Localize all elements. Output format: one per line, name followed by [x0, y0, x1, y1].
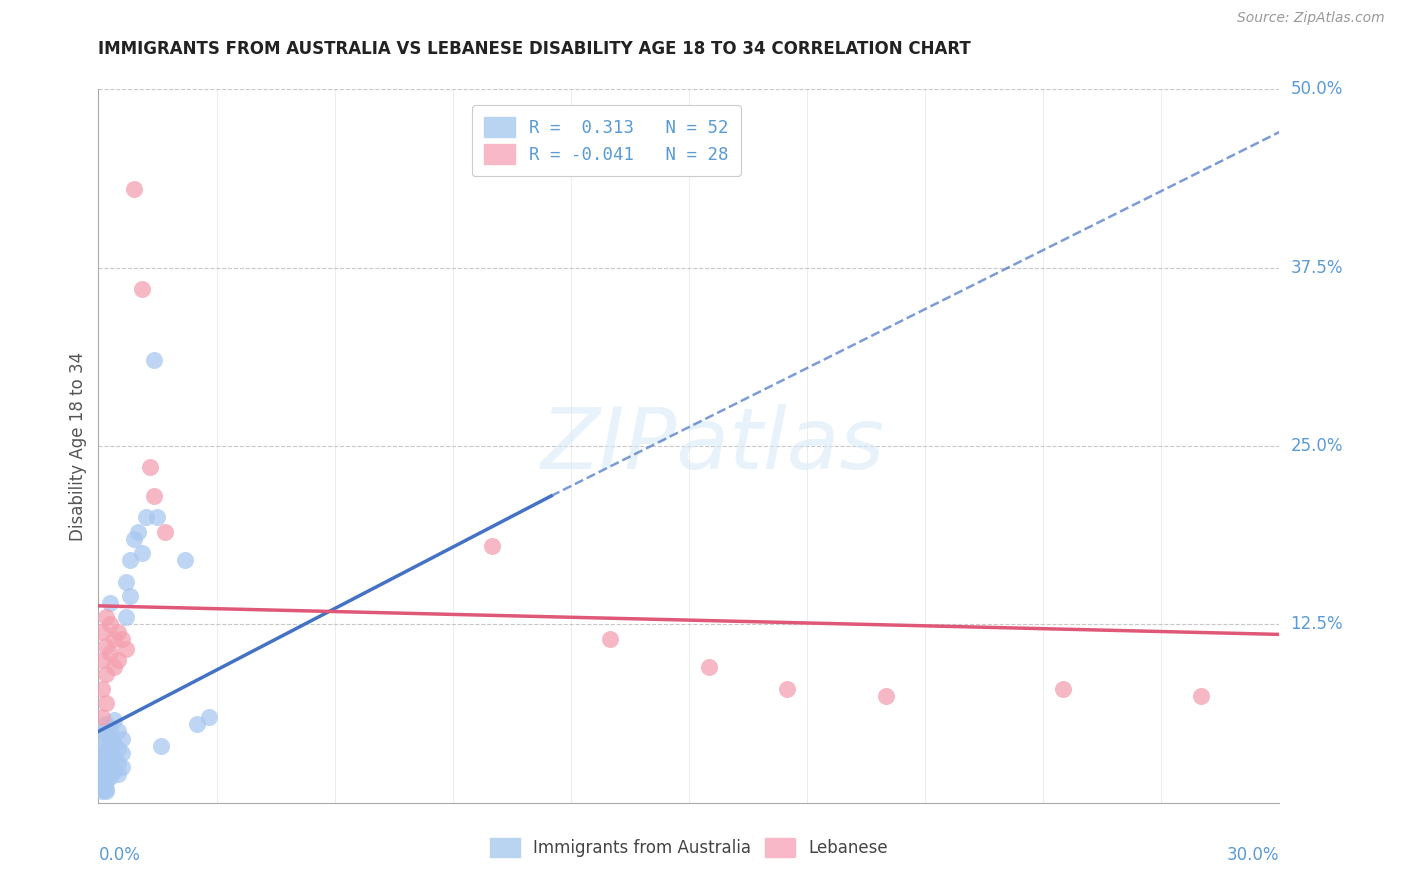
Point: [103, 764, 125, 779]
Point: [91, 736, 114, 750]
Point: [155, 524, 177, 539]
Point: [197, 710, 219, 724]
Point: [91, 774, 114, 789]
Point: [91, 770, 114, 784]
Point: [96, 717, 118, 731]
Point: [122, 182, 145, 196]
Point: [174, 553, 197, 567]
Point: [98, 760, 121, 774]
Point: [103, 660, 125, 674]
Text: 37.5%: 37.5%: [1291, 259, 1343, 277]
Point: [96, 764, 118, 779]
Point: [107, 756, 129, 770]
Point: [111, 632, 134, 646]
Point: [96, 781, 118, 796]
Text: 25.0%: 25.0%: [1291, 437, 1343, 455]
Point: [107, 767, 129, 781]
Text: IMMIGRANTS FROM AUSTRALIA VS LEBANESE DISABILITY AGE 18 TO 34 CORRELATION CHART: IMMIGRANTS FROM AUSTRALIA VS LEBANESE DI…: [98, 40, 972, 58]
Point: [96, 784, 118, 798]
Point: [875, 689, 897, 703]
Point: [138, 460, 160, 475]
Point: [135, 510, 157, 524]
Point: [103, 713, 125, 727]
Point: [103, 632, 125, 646]
Point: [111, 760, 134, 774]
Point: [122, 532, 145, 546]
Point: [91, 779, 114, 793]
Point: [98, 753, 121, 767]
Point: [107, 724, 129, 739]
Point: [107, 624, 129, 639]
Point: [131, 546, 153, 560]
Text: 0.0%: 0.0%: [98, 846, 141, 863]
Point: [115, 574, 138, 589]
Point: [96, 756, 118, 770]
Point: [96, 727, 118, 741]
Point: [96, 667, 118, 681]
Point: [91, 767, 114, 781]
Point: [98, 596, 121, 610]
Point: [142, 353, 165, 368]
Point: [142, 489, 165, 503]
Point: [91, 760, 114, 774]
Y-axis label: Disability Age 18 to 34: Disability Age 18 to 34: [69, 351, 87, 541]
Point: [186, 717, 208, 731]
Point: [103, 750, 125, 764]
Point: [111, 746, 134, 760]
Point: [91, 784, 114, 798]
Point: [127, 524, 149, 539]
Point: [146, 510, 169, 524]
Point: [96, 770, 118, 784]
Legend: Immigrants from Australia, Lebanese: Immigrants from Australia, Lebanese: [482, 830, 896, 866]
Point: [96, 639, 118, 653]
Point: [98, 739, 121, 753]
Point: [118, 589, 141, 603]
Point: [115, 641, 138, 656]
Point: [697, 660, 720, 674]
Point: [96, 610, 118, 624]
Point: [96, 774, 118, 789]
Point: [107, 741, 129, 756]
Point: [98, 617, 121, 632]
Point: [91, 653, 114, 667]
Text: Source: ZipAtlas.com: Source: ZipAtlas.com: [1237, 11, 1385, 25]
Point: [103, 736, 125, 750]
Text: 12.5%: 12.5%: [1291, 615, 1343, 633]
Point: [107, 653, 129, 667]
Point: [481, 539, 503, 553]
Point: [111, 731, 134, 746]
Point: [1052, 681, 1074, 696]
Point: [91, 741, 114, 756]
Point: [96, 696, 118, 710]
Point: [98, 733, 121, 747]
Point: [91, 710, 114, 724]
Point: [91, 753, 114, 767]
Point: [91, 624, 114, 639]
Point: [91, 681, 114, 696]
Point: [150, 739, 173, 753]
Point: [776, 681, 799, 696]
Point: [599, 632, 621, 646]
Point: [115, 610, 138, 624]
Text: ZIPatlas: ZIPatlas: [540, 404, 884, 488]
Point: [91, 781, 114, 796]
Point: [91, 724, 114, 739]
Point: [1189, 689, 1212, 703]
Point: [98, 722, 121, 736]
Point: [118, 553, 141, 567]
Point: [98, 770, 121, 784]
Text: 30.0%: 30.0%: [1227, 846, 1279, 863]
Point: [131, 282, 153, 296]
Point: [96, 746, 118, 760]
Text: 50.0%: 50.0%: [1291, 80, 1343, 98]
Point: [98, 646, 121, 660]
